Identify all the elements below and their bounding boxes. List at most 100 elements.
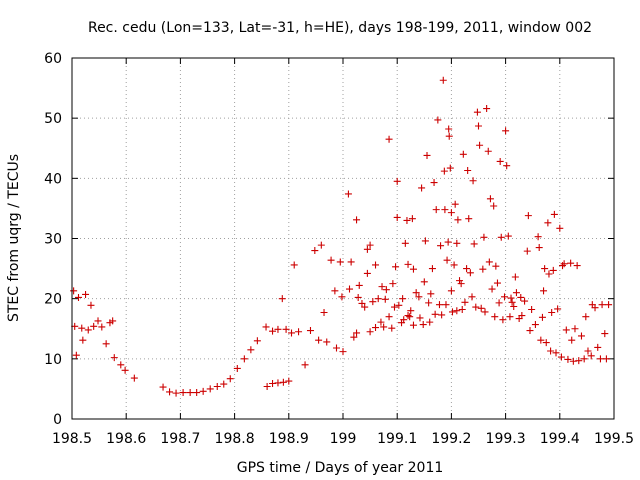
data-point (541, 265, 549, 273)
data-point (594, 343, 602, 351)
data-point (484, 147, 492, 155)
plot-frame (71, 57, 615, 420)
data-point (213, 383, 221, 391)
data-point (457, 280, 465, 288)
data-point (278, 295, 286, 303)
data-point (506, 313, 514, 321)
data-point (480, 233, 488, 241)
data-point (495, 299, 503, 307)
data-point (535, 244, 543, 252)
data-point (117, 361, 125, 369)
data-point (395, 301, 403, 309)
data-point (288, 329, 296, 337)
data-point (488, 285, 496, 293)
data-point (70, 287, 78, 295)
data-point (320, 309, 328, 317)
data-point (388, 324, 396, 332)
data-point (121, 366, 129, 374)
data-point (523, 247, 531, 255)
data-point (492, 262, 500, 270)
data-point (528, 305, 536, 313)
data-point (282, 325, 290, 333)
data-point (353, 216, 361, 224)
data-point (75, 293, 83, 301)
x-tick-label: 198.7 (160, 431, 200, 447)
data-point (199, 387, 207, 395)
data-point (353, 329, 361, 337)
data-point (557, 353, 565, 361)
data-point (415, 293, 423, 301)
data-point (491, 313, 499, 321)
data-point (193, 389, 201, 397)
data-point (569, 357, 577, 365)
data-point (392, 263, 400, 271)
data-point (186, 389, 194, 397)
data-point (453, 239, 461, 247)
data-point (448, 308, 456, 316)
data-point (338, 293, 346, 301)
data-point (274, 379, 282, 387)
data-point (577, 332, 585, 340)
data-point (547, 347, 555, 355)
data-point (110, 354, 118, 362)
data-point (508, 298, 516, 306)
data-point (531, 321, 539, 329)
data-point (332, 344, 340, 352)
chart-title: Rec. cedu (Lon=133, Lat=-31, h=HE), days… (88, 20, 592, 36)
data-point (262, 323, 270, 331)
data-point (468, 293, 476, 301)
data-point (538, 313, 546, 321)
data-point (444, 238, 452, 246)
data-point (502, 127, 510, 135)
data-point (501, 293, 509, 301)
data-point (591, 304, 599, 312)
data-point (369, 298, 377, 306)
data-point (416, 314, 424, 322)
data-point (544, 219, 552, 227)
data-point (587, 352, 595, 360)
data-point (556, 224, 564, 232)
data-point (233, 364, 241, 372)
data-point (463, 265, 471, 273)
data-point (511, 273, 519, 281)
data-point (179, 389, 187, 397)
data-point (172, 389, 180, 397)
data-point (552, 349, 560, 357)
y-tick-label: 0 (53, 412, 62, 428)
data-point (409, 321, 417, 329)
y-tick-label: 30 (44, 232, 62, 248)
data-point (453, 307, 461, 315)
data-point (166, 388, 174, 396)
data-point (447, 287, 455, 295)
data-point (493, 279, 501, 287)
data-point (377, 318, 385, 326)
data-point (426, 318, 434, 326)
data-point (568, 336, 576, 344)
data-point (534, 233, 542, 241)
data-point (447, 209, 455, 217)
data-point (476, 141, 484, 149)
data-point (434, 116, 442, 124)
data-point (409, 265, 417, 273)
data-point (438, 311, 446, 319)
data-point (443, 256, 451, 264)
data-point (315, 336, 323, 344)
data-point (290, 261, 298, 269)
data-point (301, 361, 309, 369)
x-tick-label: 198.5 (52, 431, 92, 447)
data-point (279, 378, 287, 386)
data-point (466, 269, 474, 277)
y-tick-label: 50 (44, 111, 62, 127)
y-tick-label: 10 (44, 352, 62, 368)
data-point (317, 241, 325, 249)
data-point (87, 301, 95, 309)
data-point (475, 122, 482, 130)
y-tick-label: 40 (44, 171, 62, 187)
data-point (479, 265, 487, 273)
data-point (496, 157, 504, 165)
data-point (573, 262, 581, 270)
data-point (408, 215, 416, 223)
data-point (537, 336, 545, 344)
data-point (418, 184, 426, 192)
